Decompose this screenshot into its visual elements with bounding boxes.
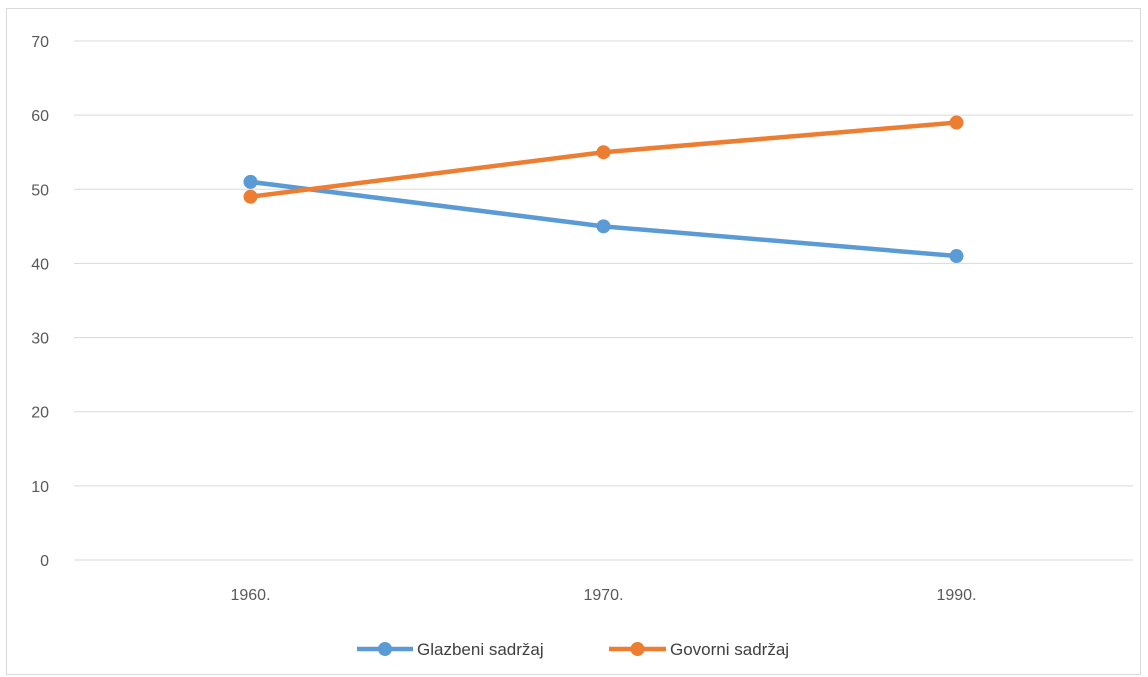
- legend-label: Govorni sadržaj: [670, 640, 789, 659]
- legend-item: Glazbeni sadržaj: [357, 640, 544, 659]
- data-point: [243, 174, 258, 189]
- y-tick-label: 70: [31, 34, 49, 51]
- data-point: [949, 115, 964, 130]
- x-tick-label: 1960.: [230, 587, 270, 604]
- gridlines: [74, 40, 1133, 561]
- y-tick-label: 50: [31, 182, 49, 199]
- legend-label: Glazbeni sadržaj: [417, 640, 544, 659]
- y-tick-label: 0: [40, 553, 49, 570]
- data-point: [949, 249, 964, 264]
- y-tick-label: 30: [31, 331, 49, 348]
- y-axis-tick-labels: 0 10 20 30 40 50 60 70: [31, 34, 49, 570]
- legend-swatch-marker: [630, 642, 645, 656]
- series-points: [243, 115, 964, 264]
- x-tick-label: 1990.: [936, 587, 976, 604]
- x-axis-tick-labels: 1960. 1970. 1990.: [230, 587, 976, 604]
- series-line: [248, 179, 959, 259]
- data-point: [243, 189, 258, 204]
- legend: Glazbeni sadržaj Govorni sadržaj: [357, 640, 789, 659]
- data-point: [596, 145, 611, 160]
- series-line: [248, 120, 959, 199]
- x-tick-label: 1970.: [583, 587, 623, 604]
- data-point: [596, 219, 611, 234]
- y-tick-label: 20: [31, 405, 49, 422]
- y-tick-label: 40: [31, 256, 49, 273]
- y-tick-label: 10: [31, 479, 49, 496]
- y-tick-label: 60: [31, 108, 49, 125]
- legend-swatch-marker: [378, 642, 392, 656]
- legend-item: Govorni sadržaj: [609, 640, 789, 659]
